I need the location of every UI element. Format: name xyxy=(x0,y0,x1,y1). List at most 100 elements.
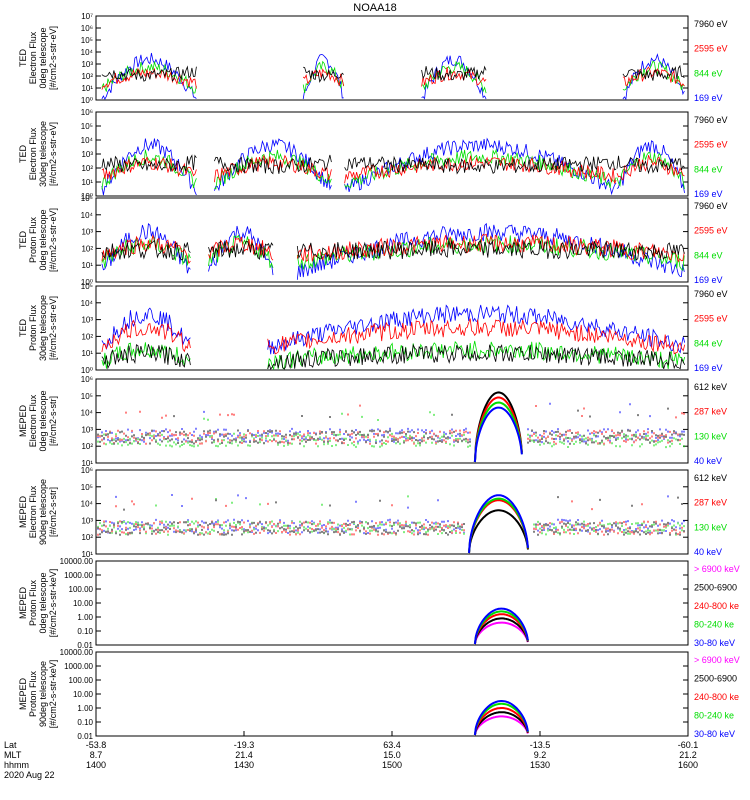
x-tick-label: 1600 xyxy=(678,760,698,770)
series-trace xyxy=(303,66,344,83)
y-tick-label: 10⁵ xyxy=(81,194,93,203)
panel-3: 10⁰ 10¹ 10² 10³ 10⁴ 10⁵ TED Proton Flux 0deg tel… xyxy=(18,194,728,287)
y-axis-label-line: MEPED xyxy=(18,405,28,438)
series-trace xyxy=(473,401,523,463)
y-tick-label: 10¹ xyxy=(81,84,93,93)
legend-entry: 2595 eV xyxy=(694,314,728,324)
x-tick-label: 15.0 xyxy=(383,750,401,760)
y-tick-label: 1.00 xyxy=(77,613,93,622)
y-axis-label-line: Electron Flux xyxy=(28,485,38,538)
panel-frame xyxy=(95,285,689,371)
panel-frame xyxy=(95,378,689,464)
series-trace xyxy=(97,494,685,535)
panel-7: 0.010.101.0010.00100.001000.0010000.00ME… xyxy=(18,557,740,650)
series-trace xyxy=(208,236,274,261)
y-axis-label-line: 30deg telescope xyxy=(38,295,48,361)
series-trace xyxy=(473,715,529,736)
y-axis-label-line: [#/cm2-s-str-eV] xyxy=(48,296,58,360)
panel-frame xyxy=(95,197,689,283)
y-tick-label: 10⁰ xyxy=(81,278,93,287)
series-trace xyxy=(421,65,487,82)
y-tick-label: 10000.00 xyxy=(60,648,94,657)
y-tick-label: 10⁴ xyxy=(81,409,94,418)
y-tick-label: 100.00 xyxy=(69,676,94,685)
y-tick-label: 100.00 xyxy=(69,585,94,594)
plot-date: 2020 Aug 22 xyxy=(4,770,55,780)
y-axis-label-line: 90deg telescope xyxy=(38,479,48,545)
y-tick-label: 10⁰ xyxy=(81,96,93,105)
series-trace xyxy=(473,617,529,645)
series-trace xyxy=(267,318,686,355)
legend-entry: 30-80 keV xyxy=(694,638,735,648)
legend-entry: 7960 eV xyxy=(694,201,728,211)
legend-entry: 2500-6900 xyxy=(694,674,737,684)
y-tick-label: 10² xyxy=(81,442,93,451)
legend-entry: 2595 eV xyxy=(694,44,728,54)
y-tick-label: 1000.00 xyxy=(64,662,93,671)
y-tick-label: 10⁴ xyxy=(81,211,94,220)
y-axis-label-line: MEPED xyxy=(18,678,28,711)
y-tick-label: 10³ xyxy=(81,60,93,69)
y-tick-label: 10³ xyxy=(81,425,93,434)
series-trace xyxy=(468,509,529,554)
x-axis: Lat -53.8 -19.3 63.4 -13.5 -60.1 MLT 8.7 21.4 15.… xyxy=(4,731,698,780)
y-axis-label-line: Electron Flux xyxy=(28,31,38,84)
series-trace xyxy=(97,496,685,536)
y-tick-label: 10² xyxy=(81,332,93,341)
y-tick-label: 10³ xyxy=(81,316,93,325)
legend-entry: 40 keV xyxy=(694,456,722,466)
y-tick-label: 10000.00 xyxy=(60,557,94,566)
y-tick-label: 10⁶ xyxy=(81,375,93,384)
series-trace xyxy=(473,700,529,736)
legend-entry: 130 keV xyxy=(694,522,727,532)
y-tick-label: 10¹ xyxy=(81,459,93,468)
legend-entry: 169 eV xyxy=(694,93,723,103)
series-trace xyxy=(208,241,274,261)
x-row-label: hhmm xyxy=(4,760,29,770)
x-row-label: Lat xyxy=(4,740,17,750)
y-tick-label: 10.00 xyxy=(73,690,94,699)
y-tick-label: 10⁶ xyxy=(81,466,93,475)
x-tick-label: 1400 xyxy=(86,760,106,770)
y-axis-label: TED Proton Flux 0deg telescope [#/cm2-s-str… xyxy=(18,208,58,272)
series-trace xyxy=(622,64,685,81)
series-trace xyxy=(101,65,197,82)
x-tick-label: -60.1 xyxy=(678,740,699,750)
y-tick-label: 10⁴ xyxy=(81,500,94,509)
y-tick-label: 10⁵ xyxy=(81,483,93,492)
series-trace xyxy=(214,154,332,175)
y-tick-label: 10⁵ xyxy=(81,122,93,131)
panel-frame xyxy=(95,651,689,737)
series-trace xyxy=(101,307,191,351)
y-axis-label-line: Proton Flux xyxy=(28,670,38,717)
x-tick-label: -13.5 xyxy=(530,740,551,750)
x-tick-label: 8.7 xyxy=(90,750,103,760)
y-tick-label: 10² xyxy=(81,244,93,253)
series-trace xyxy=(421,60,487,94)
legend-entry: 40 keV xyxy=(694,547,722,557)
series-trace xyxy=(101,234,191,268)
series-trace xyxy=(267,304,686,355)
legend-entry: 80-240 ke xyxy=(694,711,734,721)
y-tick-label: 10⁶ xyxy=(81,108,93,117)
y-tick-label: 10² xyxy=(81,533,93,542)
legend-entry: 2595 eV xyxy=(694,140,728,150)
y-axis-label-line: [#/cm2-s-str-keV] xyxy=(48,660,58,729)
legend-entry: 240-800 ke xyxy=(694,692,739,702)
y-tick-label: 0.01 xyxy=(77,641,93,650)
legend-entry: 844 eV xyxy=(694,164,723,174)
y-axis-label-line: 0deg telescope xyxy=(38,27,48,88)
legend-entry: 130 keV xyxy=(694,431,727,441)
x-tick-label: 63.4 xyxy=(383,740,401,750)
y-tick-label: 10² xyxy=(81,72,93,81)
y-axis-label-line: Proton Flux xyxy=(28,216,38,263)
series-trace xyxy=(296,239,685,262)
series-trace xyxy=(473,396,523,463)
y-axis-label-line: 0deg telescope xyxy=(38,209,48,270)
series-trace xyxy=(622,66,685,87)
series-trace xyxy=(616,155,685,175)
y-axis-label-line: [#/cm2-s-str-keV] xyxy=(48,569,58,638)
series-trace xyxy=(101,138,197,196)
